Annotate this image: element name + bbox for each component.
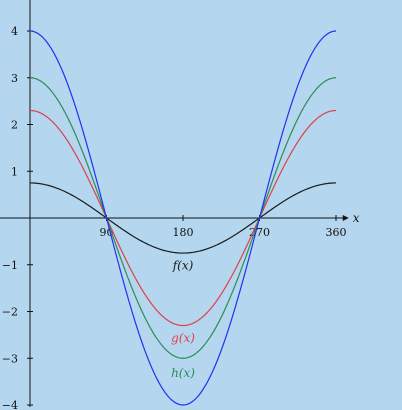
y-tick-label-5: −2 (2, 306, 18, 319)
series-label-hx: h(x) (171, 366, 195, 380)
x-tick-label-180: 180 (173, 226, 194, 239)
series-line-gx (29, 109, 337, 327)
x-axis-label: x (353, 211, 360, 225)
series-line-hx (29, 77, 337, 359)
y-tick-label-0: 4 (11, 25, 18, 38)
series-line-unnamed-3 (29, 30, 337, 406)
y-tick-label-1: 3 (11, 72, 18, 85)
x-tick-label-360: 360 (326, 226, 347, 239)
y-tick-label-3: 1 (11, 165, 18, 178)
x-tick-label-270: 270 (249, 226, 270, 239)
y-tick-label-4: −1 (2, 259, 18, 272)
y-tick-label-2: 2 (11, 119, 18, 132)
y-tick-label-7: −4 (2, 399, 18, 410)
series-line-fx (29, 182, 337, 254)
x-axis-arrow (342, 215, 349, 221)
series-label-fx: f(x) (172, 258, 194, 272)
y-tick-label-6: −3 (2, 352, 18, 365)
series-label-gx: g(x) (171, 331, 195, 345)
